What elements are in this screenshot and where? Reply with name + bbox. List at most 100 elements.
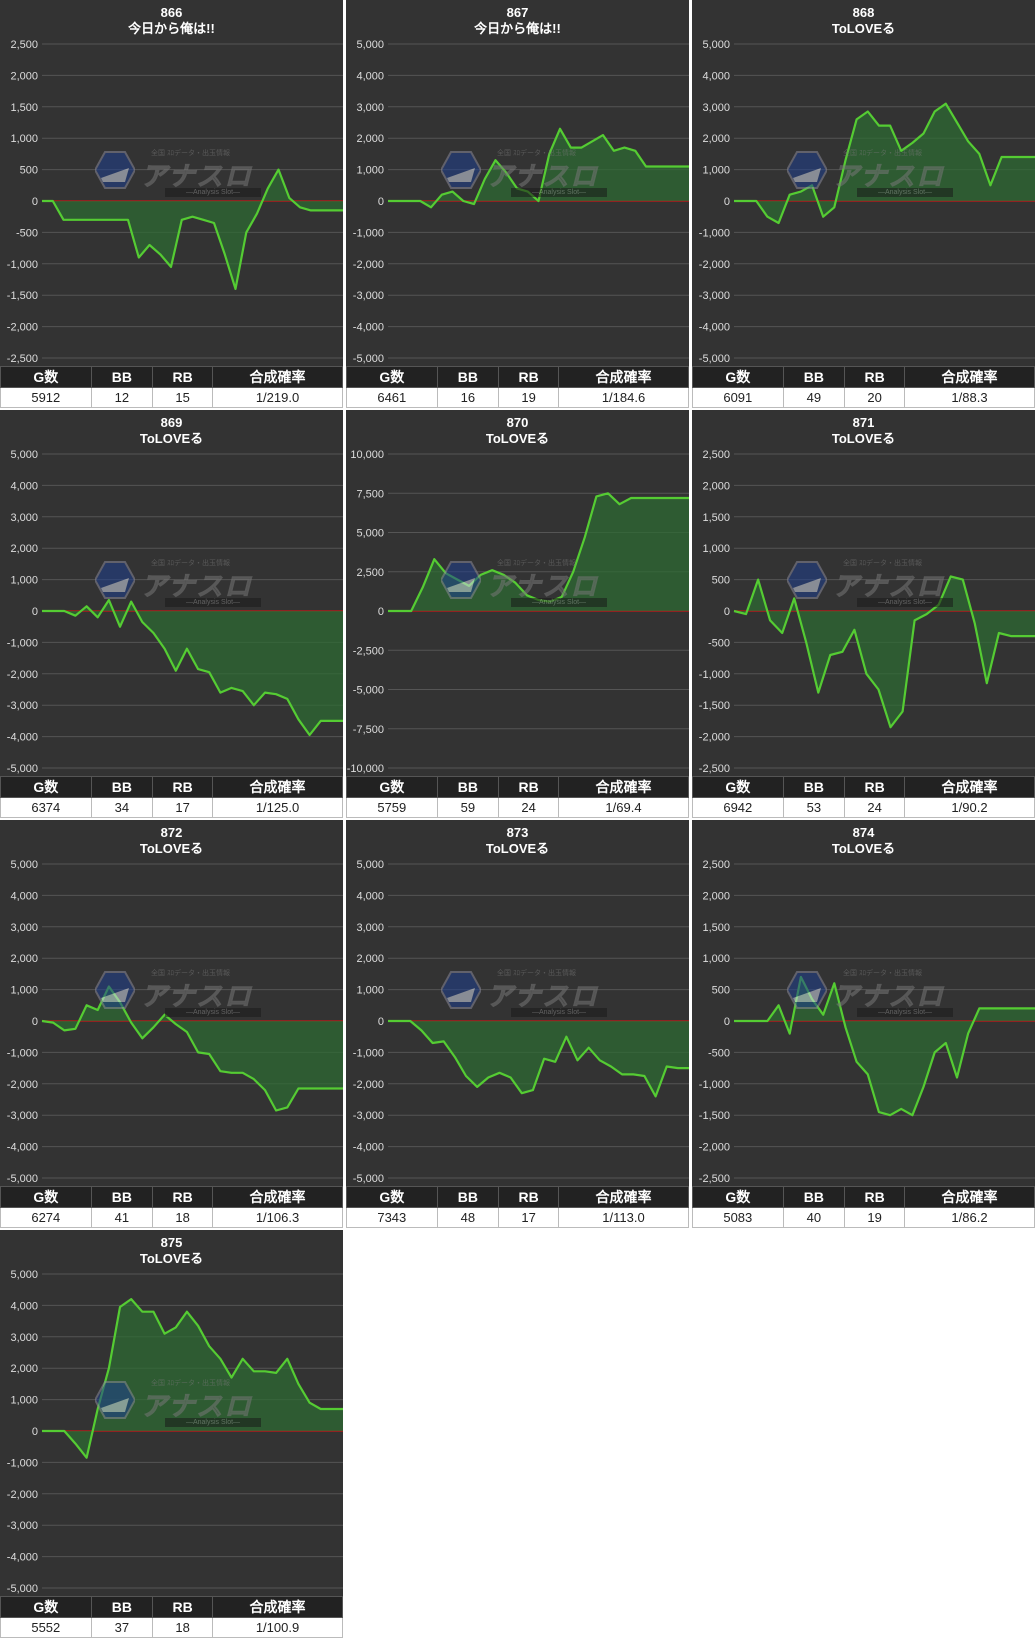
chart-area: 5,000 4,000 3,000 2,000 1,000 0 -1,000 -2,000 -3… [346, 0, 689, 366]
data-point [432, 1042, 434, 1044]
stat-combined-rate: 1/184.6 [558, 387, 689, 408]
data-point [41, 1430, 43, 1432]
stats-header-cell: BB [90, 366, 154, 388]
machine-number: 873 [506, 825, 529, 840]
y-tick-label: 0 [724, 196, 730, 208]
stat-bb: 40 [782, 1207, 846, 1228]
y-tick-label: -2,000 [353, 1079, 384, 1091]
series-line [388, 127, 689, 209]
stat-bb: 12 [90, 387, 154, 408]
data-point [677, 166, 679, 168]
series-line [41, 985, 343, 1112]
y-tick-label: -1,500 [699, 700, 730, 712]
data-point [186, 1031, 188, 1033]
data-point [1012, 1007, 1014, 1009]
data-point [889, 125, 891, 127]
data-point [538, 200, 540, 202]
data-point [565, 1036, 567, 1038]
data-point [789, 1033, 791, 1035]
y-tick-label: -1,500 [699, 1110, 730, 1122]
data-point [1012, 156, 1014, 158]
hexagon-logo-icon [441, 971, 481, 1009]
y-tick-label: -2,500 [353, 645, 384, 657]
data-point [141, 621, 143, 623]
stat-bb: 37 [90, 1617, 154, 1638]
data-point [153, 1026, 155, 1028]
data-point [755, 200, 757, 202]
watermark-logo: 全国 ｽﾛデータ・出玉情報 アナスロ —Analysis Slot— [787, 968, 1007, 1017]
y-tick-label: 10,000 [350, 449, 384, 461]
y-tick-label: 2,000 [10, 1363, 38, 1375]
y-tick-label: -2,000 [699, 259, 730, 271]
chart-area: 5,000 4,000 3,000 2,000 1,000 0 -1,000 -2,000 -3… [0, 410, 343, 776]
data-point [923, 133, 925, 135]
logo-top-text: 全国 ｽﾛデータ・出玉情報 [497, 150, 576, 157]
y-tick-label: -2,000 [699, 732, 730, 744]
y-tick-label: -500 [16, 227, 38, 239]
data-point [231, 687, 233, 689]
machine-title: ToLOVEる [831, 431, 896, 446]
logo-brand: アナスロ [832, 571, 945, 602]
series-line [42, 1297, 343, 1459]
stats-table: G数 BB RB 合成確率 6942 53 24 1/90.2 [692, 776, 1035, 818]
stat-games: 5083 [692, 1207, 784, 1228]
y-tick-label: 2,000 [10, 543, 38, 555]
data-point [677, 1067, 679, 1069]
area-fill [388, 493, 689, 611]
machine-number: 866 [160, 5, 183, 20]
data-point [878, 125, 880, 127]
chart-svg: 5,000 4,000 3,000 2,000 1,000 0 -1,000 -2,000 -3… [7, 449, 343, 775]
stats-table: G数 BB RB 合成確率 5759 59 24 1/69.4 [346, 776, 689, 818]
data-point [766, 1020, 768, 1022]
data-point [878, 1111, 880, 1113]
watermark-logo: 全国 ｽﾛデータ・出玉情報 アナスロ —Analysis Slot— [787, 558, 1007, 607]
data-point [175, 1023, 177, 1025]
data-point [420, 1029, 422, 1031]
hexagon-logo-icon [95, 971, 135, 1009]
y-tick-label: -2,000 [699, 1142, 730, 1154]
data-point [409, 1020, 411, 1022]
logo-brand: アナスロ [486, 571, 599, 602]
logo-brand: アナスロ [140, 981, 253, 1012]
data-point [141, 1037, 143, 1039]
y-tick-label: 0 [378, 606, 384, 618]
logo-top-text: 全国 ｽﾛデータ・出玉情報 [497, 560, 576, 567]
data-point [219, 1070, 221, 1072]
data-point [853, 629, 855, 631]
chart-area: 2,500 2,000 1,500 1,000 500 0 -500 -1,000 -1,500… [692, 410, 1035, 776]
data-point [138, 257, 140, 259]
machine-title: ToLOVEる [485, 431, 550, 446]
y-tick-label: 0 [724, 606, 730, 618]
data-point [744, 1020, 746, 1022]
machine-title: ToLOVEる [139, 431, 204, 446]
data-point [778, 222, 780, 224]
stat-rb: 18 [152, 1207, 214, 1228]
data-point [208, 1053, 210, 1055]
y-tick-label: -5,000 [353, 685, 384, 697]
y-tick-label: -5,000 [7, 1583, 38, 1595]
logo-sub: —Analysis Slot— [165, 1418, 261, 1427]
machine-number: 875 [160, 1235, 183, 1250]
watermark-logo: 全国 ｽﾛデータ・出玉情報 アナスロ —Analysis Slot— [441, 558, 661, 607]
logo-top-text: 全国 ｽﾛデータ・出玉情報 [151, 150, 230, 157]
data-point [833, 206, 835, 208]
stats-header-cell: G数 [692, 366, 784, 388]
stat-games: 6942 [692, 797, 784, 818]
stats-header-cell: G数 [346, 1186, 438, 1208]
stat-combined-rate: 1/90.2 [904, 797, 1035, 818]
logo-brand: アナスロ [140, 571, 253, 602]
area-fill [734, 977, 1035, 1116]
stats-header-cell: 合成確率 [558, 366, 689, 388]
chart-header: 875 ToLOVEる [0, 1235, 343, 1267]
area-fill [42, 986, 343, 1111]
data-point [231, 1072, 233, 1074]
y-tick-label: -5,000 [699, 353, 730, 365]
data-point [219, 692, 221, 694]
data-point [610, 1066, 612, 1068]
data-point [554, 1061, 556, 1063]
chart-svg: 2,500 2,000 1,500 1,000 500 0 -500 -1,000 -1,500… [699, 859, 1035, 1185]
data-point [410, 610, 412, 612]
data-point [310, 209, 312, 211]
y-tick-label: 1,500 [10, 102, 38, 114]
